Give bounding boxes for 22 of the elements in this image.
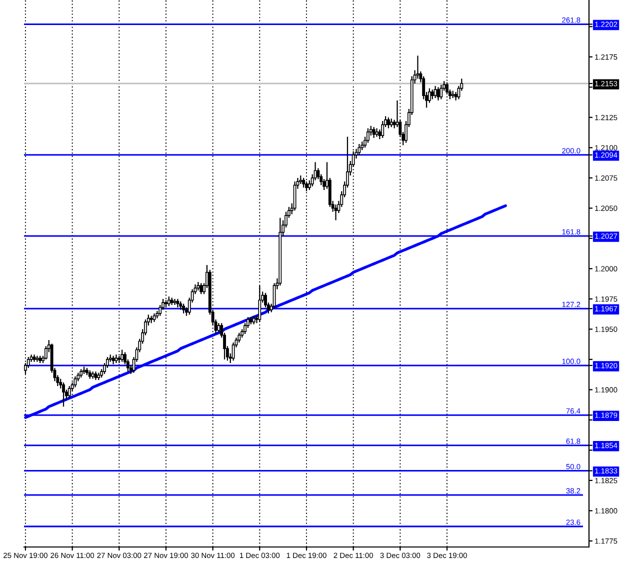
candlestick [62, 382, 65, 408]
candlestick [440, 84, 443, 100]
candlestick [372, 126, 376, 139]
candlestick [167, 296, 170, 307]
candlestick [302, 177, 306, 188]
candlestick [428, 88, 431, 104]
candlestick [322, 178, 326, 191]
candlestick [217, 322, 220, 334]
candlestick [232, 342, 235, 362]
candlestick [358, 143, 361, 156]
candlestick [272, 282, 276, 310]
candlestick [200, 282, 203, 295]
candlestick [430, 89, 434, 100]
candlestick [334, 204, 338, 221]
candlestick [293, 180, 296, 212]
candlestick [386, 116, 390, 129]
candlestick [416, 55, 420, 80]
candlestick [238, 332, 241, 344]
candlestick [366, 128, 370, 144]
candlestick [381, 120, 384, 139]
candlestick [182, 303, 186, 314]
candlestick [434, 85, 437, 99]
